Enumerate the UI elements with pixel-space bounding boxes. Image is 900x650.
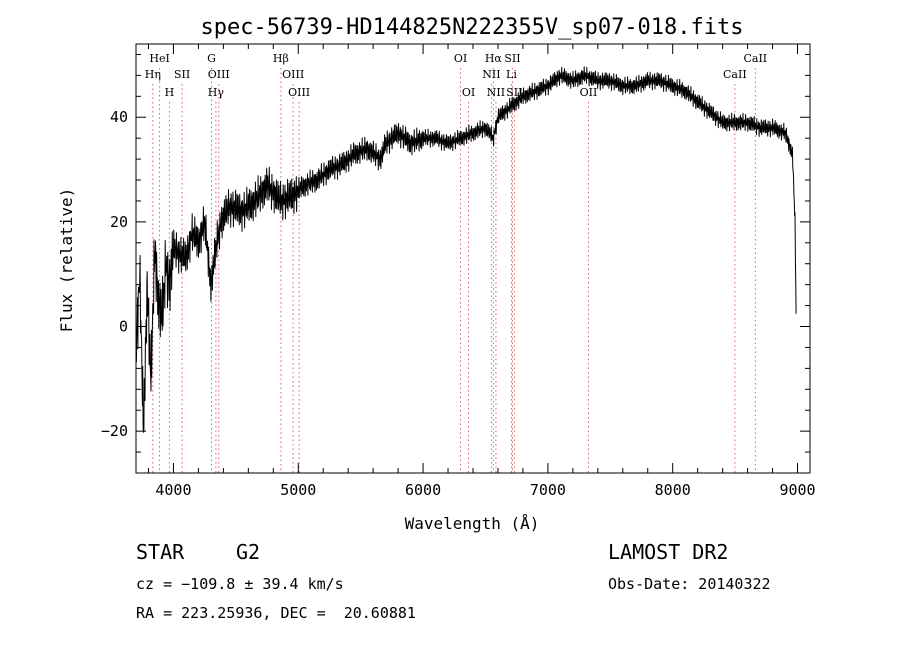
marker-label-15: Li [506, 68, 517, 81]
marker-label-2: SII [174, 68, 190, 81]
x-tick-label-4: 8000 [655, 481, 691, 499]
marker-label-12: Hα [485, 52, 503, 65]
marker-label-7: Hβ [273, 52, 289, 65]
y-tick-label-2: 20 [110, 213, 128, 231]
x-tick-label-5: 9000 [779, 481, 815, 499]
axis-ticks: 4000 5000 6000 7000 8000 9000 −20 0 20 40 [101, 44, 816, 499]
marker-label-6: Hγ [208, 86, 225, 99]
x-tick-label-0: 4000 [155, 481, 191, 499]
x-tick-label-3: 7000 [530, 481, 566, 499]
marker-label-8: OIII [282, 68, 304, 81]
survey-label: LAMOST DR2 [608, 540, 729, 564]
marker-label-1: Hη [145, 68, 161, 81]
redshift-label: cz = −109.8 ± 39.4 km/s [136, 575, 344, 593]
x-axis-label: Wavelength (Å) [405, 514, 540, 533]
x-tick-label-1: 5000 [280, 481, 316, 499]
spectrum-line [135, 66, 797, 433]
spectrum-series [135, 66, 797, 433]
marker-label-5: OIII [208, 68, 230, 81]
obs-date-label: Obs-Date: 20140322 [608, 575, 771, 593]
y-tick-label-0: −20 [101, 422, 128, 440]
marker-label-13: SII [504, 52, 520, 65]
subclass-label: G2 [236, 540, 261, 564]
marker-label-9: OIII [288, 86, 310, 99]
y-axis-label: Flux (relative) [57, 188, 76, 333]
marker-label-10: OI [454, 52, 467, 65]
marker-label-3: H [165, 86, 175, 99]
marker-label-0: HeI [149, 52, 169, 65]
chart-title: spec-56739-HD144825N222355V_sp07-018.fit… [200, 15, 743, 40]
y-tick-label-3: 40 [110, 108, 128, 126]
marker-label-20: CaII [723, 68, 747, 81]
marker-label-16: NII [487, 86, 505, 99]
marker-label-11: OI [462, 86, 475, 99]
object-class-label: STAR [136, 540, 185, 564]
marker-label-19: CaII [743, 52, 767, 65]
marker-label-4: G [207, 52, 216, 65]
marker-label-14: NII [482, 68, 500, 81]
y-tick-label-1: 0 [119, 318, 128, 336]
x-tick-label-2: 6000 [405, 481, 441, 499]
coordinates-label: RA = 223.25936, DEC = 20.60881 [136, 604, 416, 622]
marker-label-18: OII [580, 86, 598, 99]
